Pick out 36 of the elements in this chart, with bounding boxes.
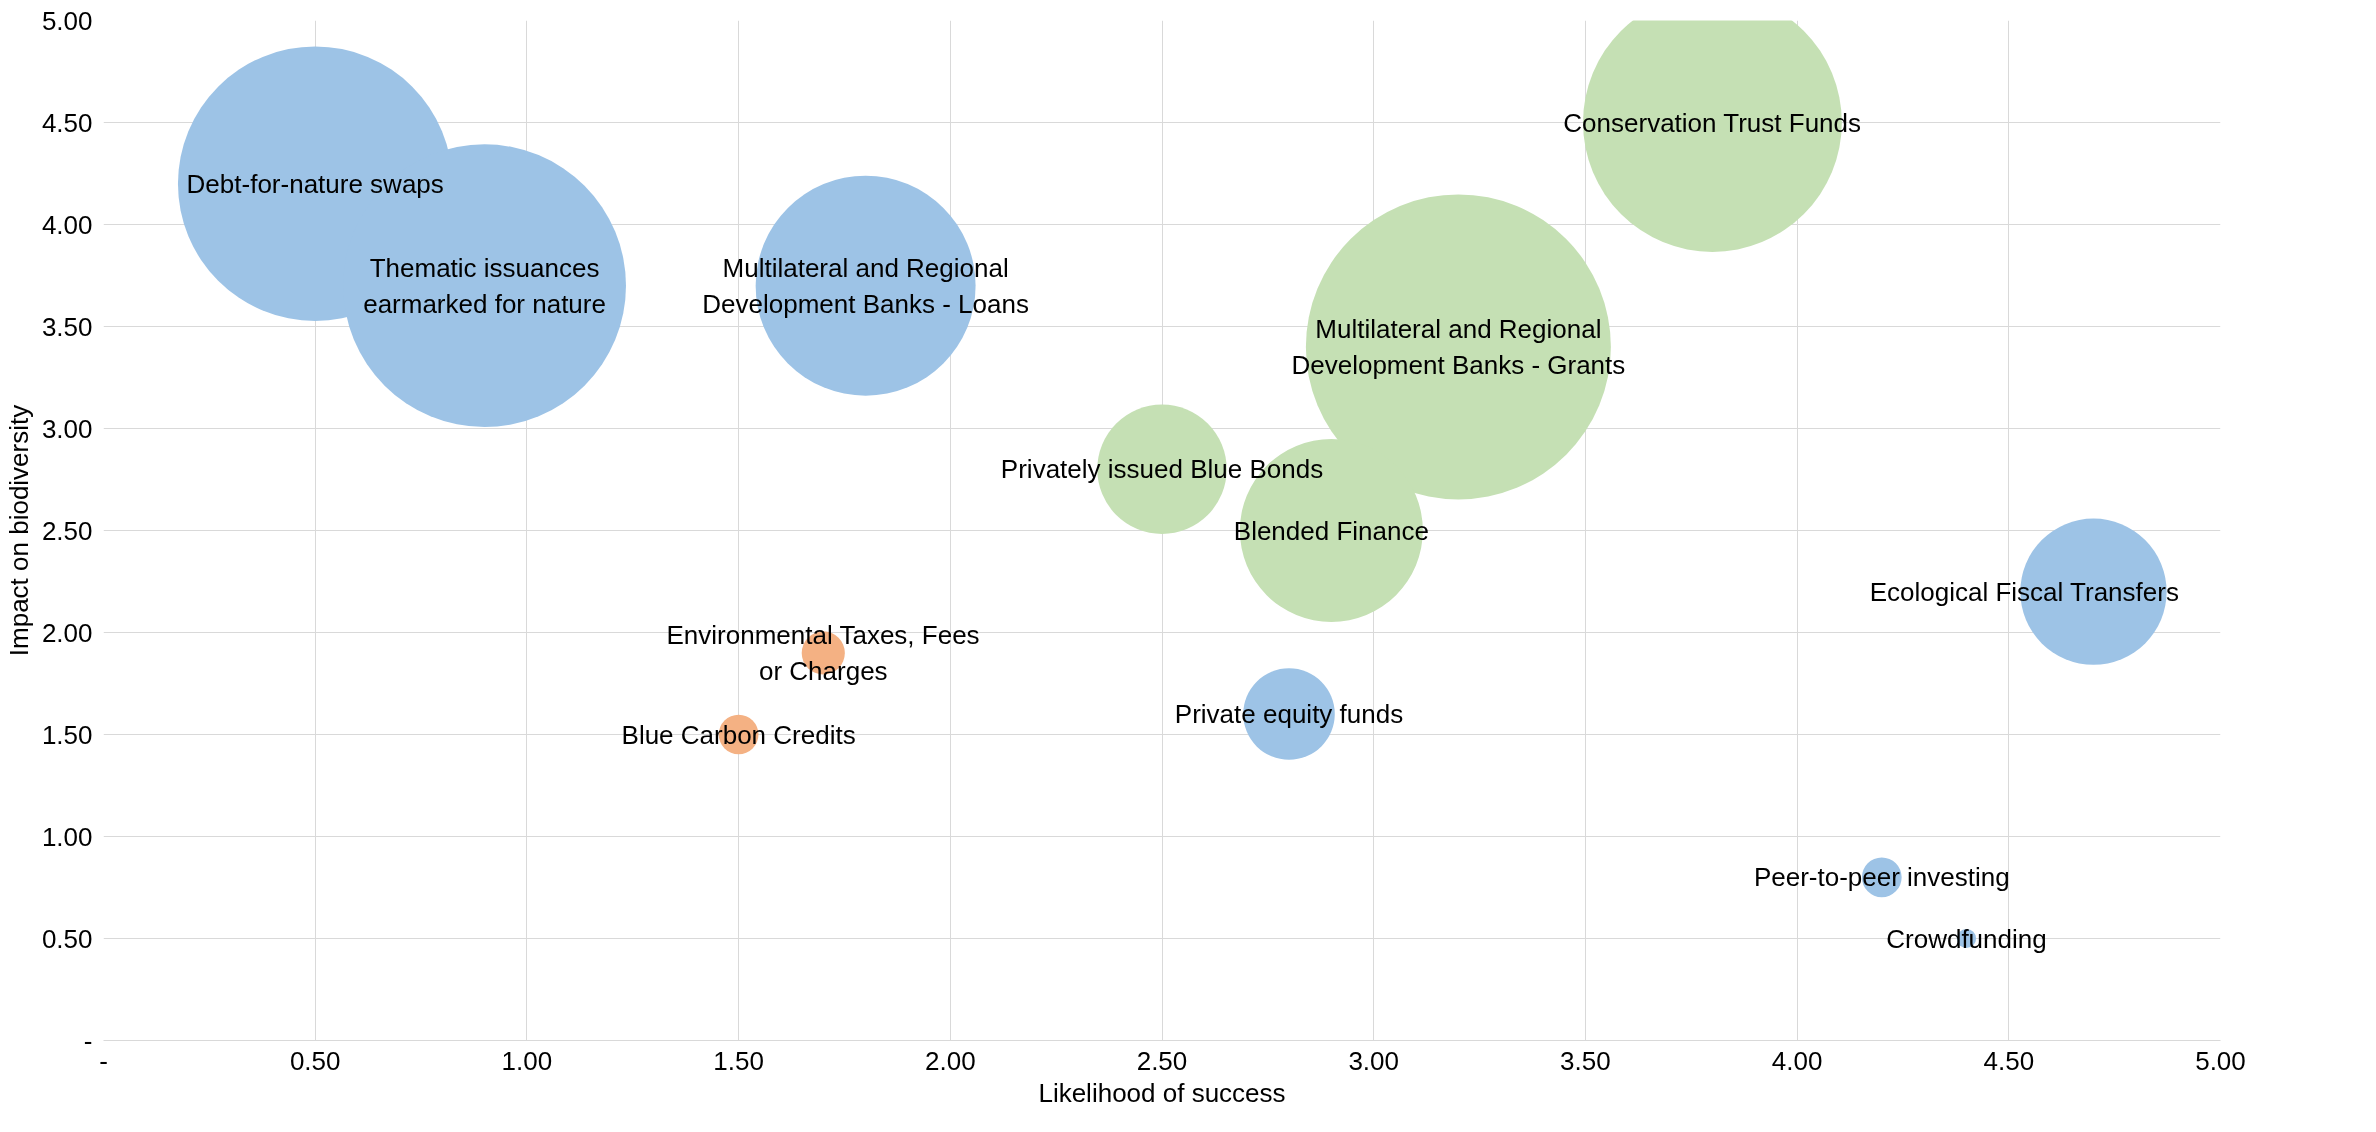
x-tick-label: 1.50 (713, 1045, 764, 1076)
y-axis-title: Impact on biodiversity (3, 404, 34, 657)
y-tick-label: 2.00 (41, 617, 93, 648)
x-tick-label: 5.00 (2195, 1045, 2246, 1076)
annotation: Blended Finance (1233, 515, 1429, 546)
annotation: Thematic issuances earmarked for nature (363, 252, 606, 319)
y-tick-label: 4.50 (41, 107, 93, 138)
x-tick-label: 0.50 (289, 1045, 341, 1076)
annotation: Private equity funds (1174, 699, 1404, 730)
annotation: Multilateral and Regional Development Banks - Loans (702, 252, 1029, 319)
x-tick-label: 3.00 (1348, 1045, 1400, 1076)
y-tick-label: 3.00 (41, 413, 93, 444)
x-axis-title: Likelihood of success (1038, 1077, 1286, 1108)
x-tick-label: 4.50 (1983, 1045, 2035, 1076)
y-tick-label: 4.00 (41, 209, 93, 240)
annotation: Crowdfunding (1886, 923, 2047, 954)
annotation: Blue Carbon Credits (621, 719, 856, 750)
y-tick-label: 2.50 (41, 515, 93, 546)
x-tick-label: 4.00 (1771, 1045, 1823, 1076)
y-tick-label: 5.00 (41, 5, 93, 36)
annotation: Multilateral and Regional Development Banks - Grants (1291, 313, 1626, 380)
x-tick-label: 2.50 (1136, 1045, 1188, 1076)
y-tick-label: 3.50 (41, 311, 93, 342)
annotation: Privately issued Blue Bonds (1000, 454, 1324, 485)
x-tick-label: 2.00 (925, 1045, 976, 1076)
x-tick-label: 3.50 (1560, 1045, 1611, 1076)
y-tick-label: 1.00 (41, 821, 93, 852)
y-tick-label: 0.50 (41, 923, 93, 954)
annotation: Conservation Trust Funds (1563, 107, 1862, 138)
y-tick-label: 1.50 (41, 719, 93, 750)
x-tick-label: 1.00 (501, 1045, 553, 1076)
annotation: Ecological Fiscal Transfers (1869, 576, 2179, 607)
annotation: Debt-for-nature swaps (186, 168, 444, 199)
y-tick-label: - (83, 1025, 93, 1056)
annotation: Environmental Taxes, Fees or Charges (666, 619, 980, 686)
annotation: Peer-to-peer investing (1753, 862, 2010, 893)
